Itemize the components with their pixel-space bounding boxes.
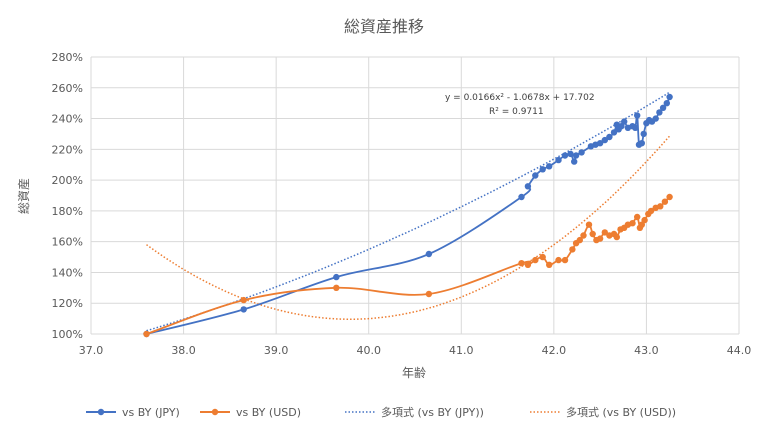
data-point [596, 235, 604, 242]
data-point [634, 112, 641, 119]
data-point [621, 118, 628, 125]
trendline-1 [146, 135, 671, 320]
data-point [661, 198, 669, 205]
data-point [638, 140, 645, 147]
data-point [539, 253, 546, 261]
data-point [546, 261, 553, 268]
data-point [657, 203, 664, 210]
series-layer [143, 93, 673, 338]
data-point [518, 260, 525, 267]
data-point [576, 236, 583, 244]
data-point [561, 256, 569, 264]
y-tick-label: 260% [52, 82, 83, 95]
data-point [578, 149, 585, 156]
data-point [572, 152, 580, 159]
data-point [561, 152, 569, 159]
data-point [333, 284, 340, 291]
data-point [666, 93, 673, 101]
chart-title: 総資産推移 [344, 17, 424, 36]
trendline-equation: y = 0.0166x² - 1.0678x + 17.702 [445, 93, 595, 103]
data-point [524, 183, 532, 190]
y-axis-title: 総資産 [16, 178, 31, 214]
data-point [659, 104, 667, 112]
y-tick-label: 280% [52, 51, 83, 64]
data-point [629, 220, 636, 227]
data-point [333, 273, 340, 281]
x-tick-label: 41.0 [449, 344, 474, 357]
data-point [567, 150, 574, 158]
data-point [240, 306, 247, 313]
legend-label-2: 多項式 (vs BY (JPY)) [381, 405, 484, 419]
x-tick-label: 38.0 [171, 344, 196, 357]
y-tick-label: 120% [52, 297, 83, 310]
data-point [596, 140, 604, 147]
data-point [585, 221, 593, 228]
y-tick-label: 200% [52, 174, 83, 187]
data-point [532, 172, 539, 179]
data-point [555, 156, 562, 164]
data-point [569, 246, 576, 253]
y-tick-label: 140% [52, 266, 83, 279]
x-tick-label: 42.0 [542, 344, 567, 357]
data-point [618, 123, 625, 130]
x-axis-title: 年齢 [402, 365, 426, 380]
y-tick-label: 240% [52, 113, 83, 126]
data-point [532, 256, 539, 264]
data-point [425, 290, 433, 298]
data-point [666, 193, 673, 201]
legend-marker-0 [97, 408, 105, 416]
y-tick-label: 160% [52, 236, 83, 249]
data-point [640, 130, 647, 138]
data-point [656, 109, 663, 116]
data-point [652, 115, 659, 122]
x-tick-label: 37.0 [79, 344, 104, 357]
data-point [555, 256, 562, 264]
data-point [632, 124, 639, 131]
data-point [546, 163, 553, 170]
grid-layer [90, 56, 740, 335]
legend-label-3: 多項式 (vs BY (USD)) [566, 405, 676, 419]
legend-marker-1 [211, 408, 219, 416]
legend-label-1: vs BY (USD) [236, 406, 301, 419]
data-point [571, 158, 578, 165]
data-point [663, 100, 670, 107]
data-point [641, 216, 648, 224]
x-tick-label: 44.0 [727, 344, 752, 357]
legend-label-0: vs BY (JPY) [122, 406, 180, 419]
data-point [425, 250, 433, 258]
legend: vs BY (JPY) vs BY (USD) 多項式 (vs BY (JPY)) 多… [86, 405, 676, 419]
data-point [589, 230, 596, 238]
x-tick-label: 39.0 [264, 344, 289, 357]
data-point [518, 193, 525, 201]
trendline-r-squared: R² = 0.9711 [489, 107, 544, 117]
data-point [580, 232, 587, 239]
y-tick-label: 220% [52, 143, 83, 156]
x-tick-label: 40.0 [356, 344, 381, 357]
data-point [606, 133, 613, 141]
x-tick-label: 43.0 [634, 344, 659, 357]
data-point [143, 330, 150, 338]
data-point [638, 221, 645, 228]
axis-layer: 100% 120% 140% 160% 180% 200% 220% 240% 260% 280%… [52, 51, 752, 357]
data-point [240, 296, 247, 304]
data-point [539, 166, 546, 173]
data-point [524, 261, 532, 268]
y-tick-label: 100% [52, 328, 83, 341]
data-point [610, 129, 618, 136]
data-point [601, 229, 608, 236]
data-point [613, 233, 620, 241]
data-point [601, 136, 608, 144]
y-tick-label: 180% [52, 205, 83, 218]
data-point [647, 207, 655, 215]
data-point [634, 213, 641, 221]
